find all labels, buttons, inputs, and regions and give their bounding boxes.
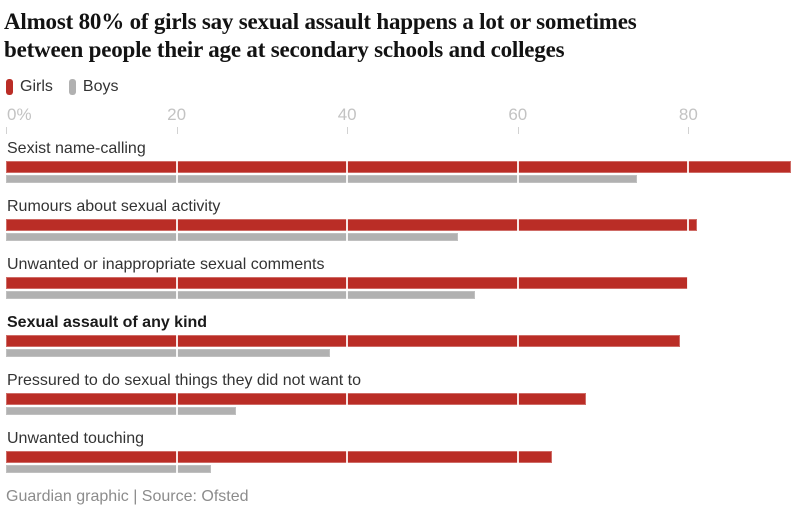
axis-tick-mark — [517, 127, 519, 134]
gridline — [687, 335, 690, 357]
bar-group — [6, 335, 800, 357]
legend-swatch-girls-icon — [6, 79, 13, 95]
category-label: Unwanted touching — [7, 430, 144, 447]
bar-group — [6, 277, 800, 299]
source-credit: Guardian graphic | Source: Ofsted — [6, 488, 249, 505]
legend-item-boys: Boys — [68, 78, 119, 96]
girls-bar — [6, 219, 697, 231]
legend-label: Girls — [20, 78, 53, 95]
axis-tick-label: 80 — [678, 105, 698, 124]
bar-rows: Sexist name-calling Rumours about sexual … — [6, 140, 800, 473]
girls-bar — [6, 161, 791, 173]
legend-swatch-boys-icon — [68, 79, 76, 95]
gridline — [687, 451, 690, 473]
axis-tick-label: 20 — [167, 105, 187, 124]
axis-tick-label: 60 — [508, 105, 528, 124]
girls-bar — [6, 277, 689, 289]
bar-row: Sexist name-calling — [6, 140, 800, 183]
axis-tick-mark — [347, 127, 349, 134]
x-axis: 0% 20 40 60 80 — [6, 105, 800, 135]
chart-title-line-1: Almost 80% of girls say sexual assault h… — [4, 9, 637, 34]
category-label: Pressured to do sexual things they did n… — [7, 372, 361, 389]
bar-row: Rumours about sexual activity — [6, 198, 800, 241]
category-label: Sexual assault of any kind — [7, 314, 208, 331]
bar-group — [6, 161, 800, 183]
category-label: Sexist name-calling — [7, 140, 146, 157]
boys-bar — [6, 233, 459, 241]
bar-group — [6, 219, 800, 241]
axis-tick-mark — [688, 127, 690, 134]
boys-bar — [6, 175, 638, 183]
category-label: Unwanted or inappropriate sexual comment… — [7, 256, 325, 273]
legend: Girls Boys — [6, 78, 800, 96]
bar-group — [6, 393, 800, 415]
legend-item-girls: Girls — [6, 78, 53, 96]
bar-row: Unwanted touching — [6, 430, 800, 473]
boys-bar — [6, 349, 331, 357]
guardian-bar-chart-page: { "header": { "title": "Almost 80% of gi… — [0, 8, 800, 516]
legend-label: Boys — [82, 78, 119, 95]
axis-tick-mark — [176, 127, 178, 134]
boys-bar — [6, 465, 211, 473]
gridline — [687, 393, 690, 415]
boys-bar — [6, 407, 237, 415]
axis-tick-label: 0% — [7, 105, 32, 124]
chart-title-line-2: between people their age at secondary sc… — [4, 37, 565, 62]
chart-title: Almost 80% of girls say sexual assault h… — [4, 8, 800, 64]
category-label: Rumours about sexual activity — [7, 198, 221, 215]
girls-bar — [6, 335, 680, 347]
axis-tick-mark — [6, 127, 7, 134]
axis-tick-label: 40 — [337, 105, 357, 124]
girls-bar — [6, 393, 587, 405]
chart-container: Almost 80% of girls say sexual assault h… — [0, 8, 800, 516]
bar-row: Unwanted or inappropriate sexual comment… — [6, 256, 800, 299]
bar-group — [6, 451, 800, 473]
bar-row: Sexual assault of any kind — [6, 314, 800, 357]
girls-bar — [6, 451, 552, 463]
bar-row: Pressured to do sexual things they did n… — [6, 372, 800, 415]
boys-bar — [6, 291, 476, 299]
